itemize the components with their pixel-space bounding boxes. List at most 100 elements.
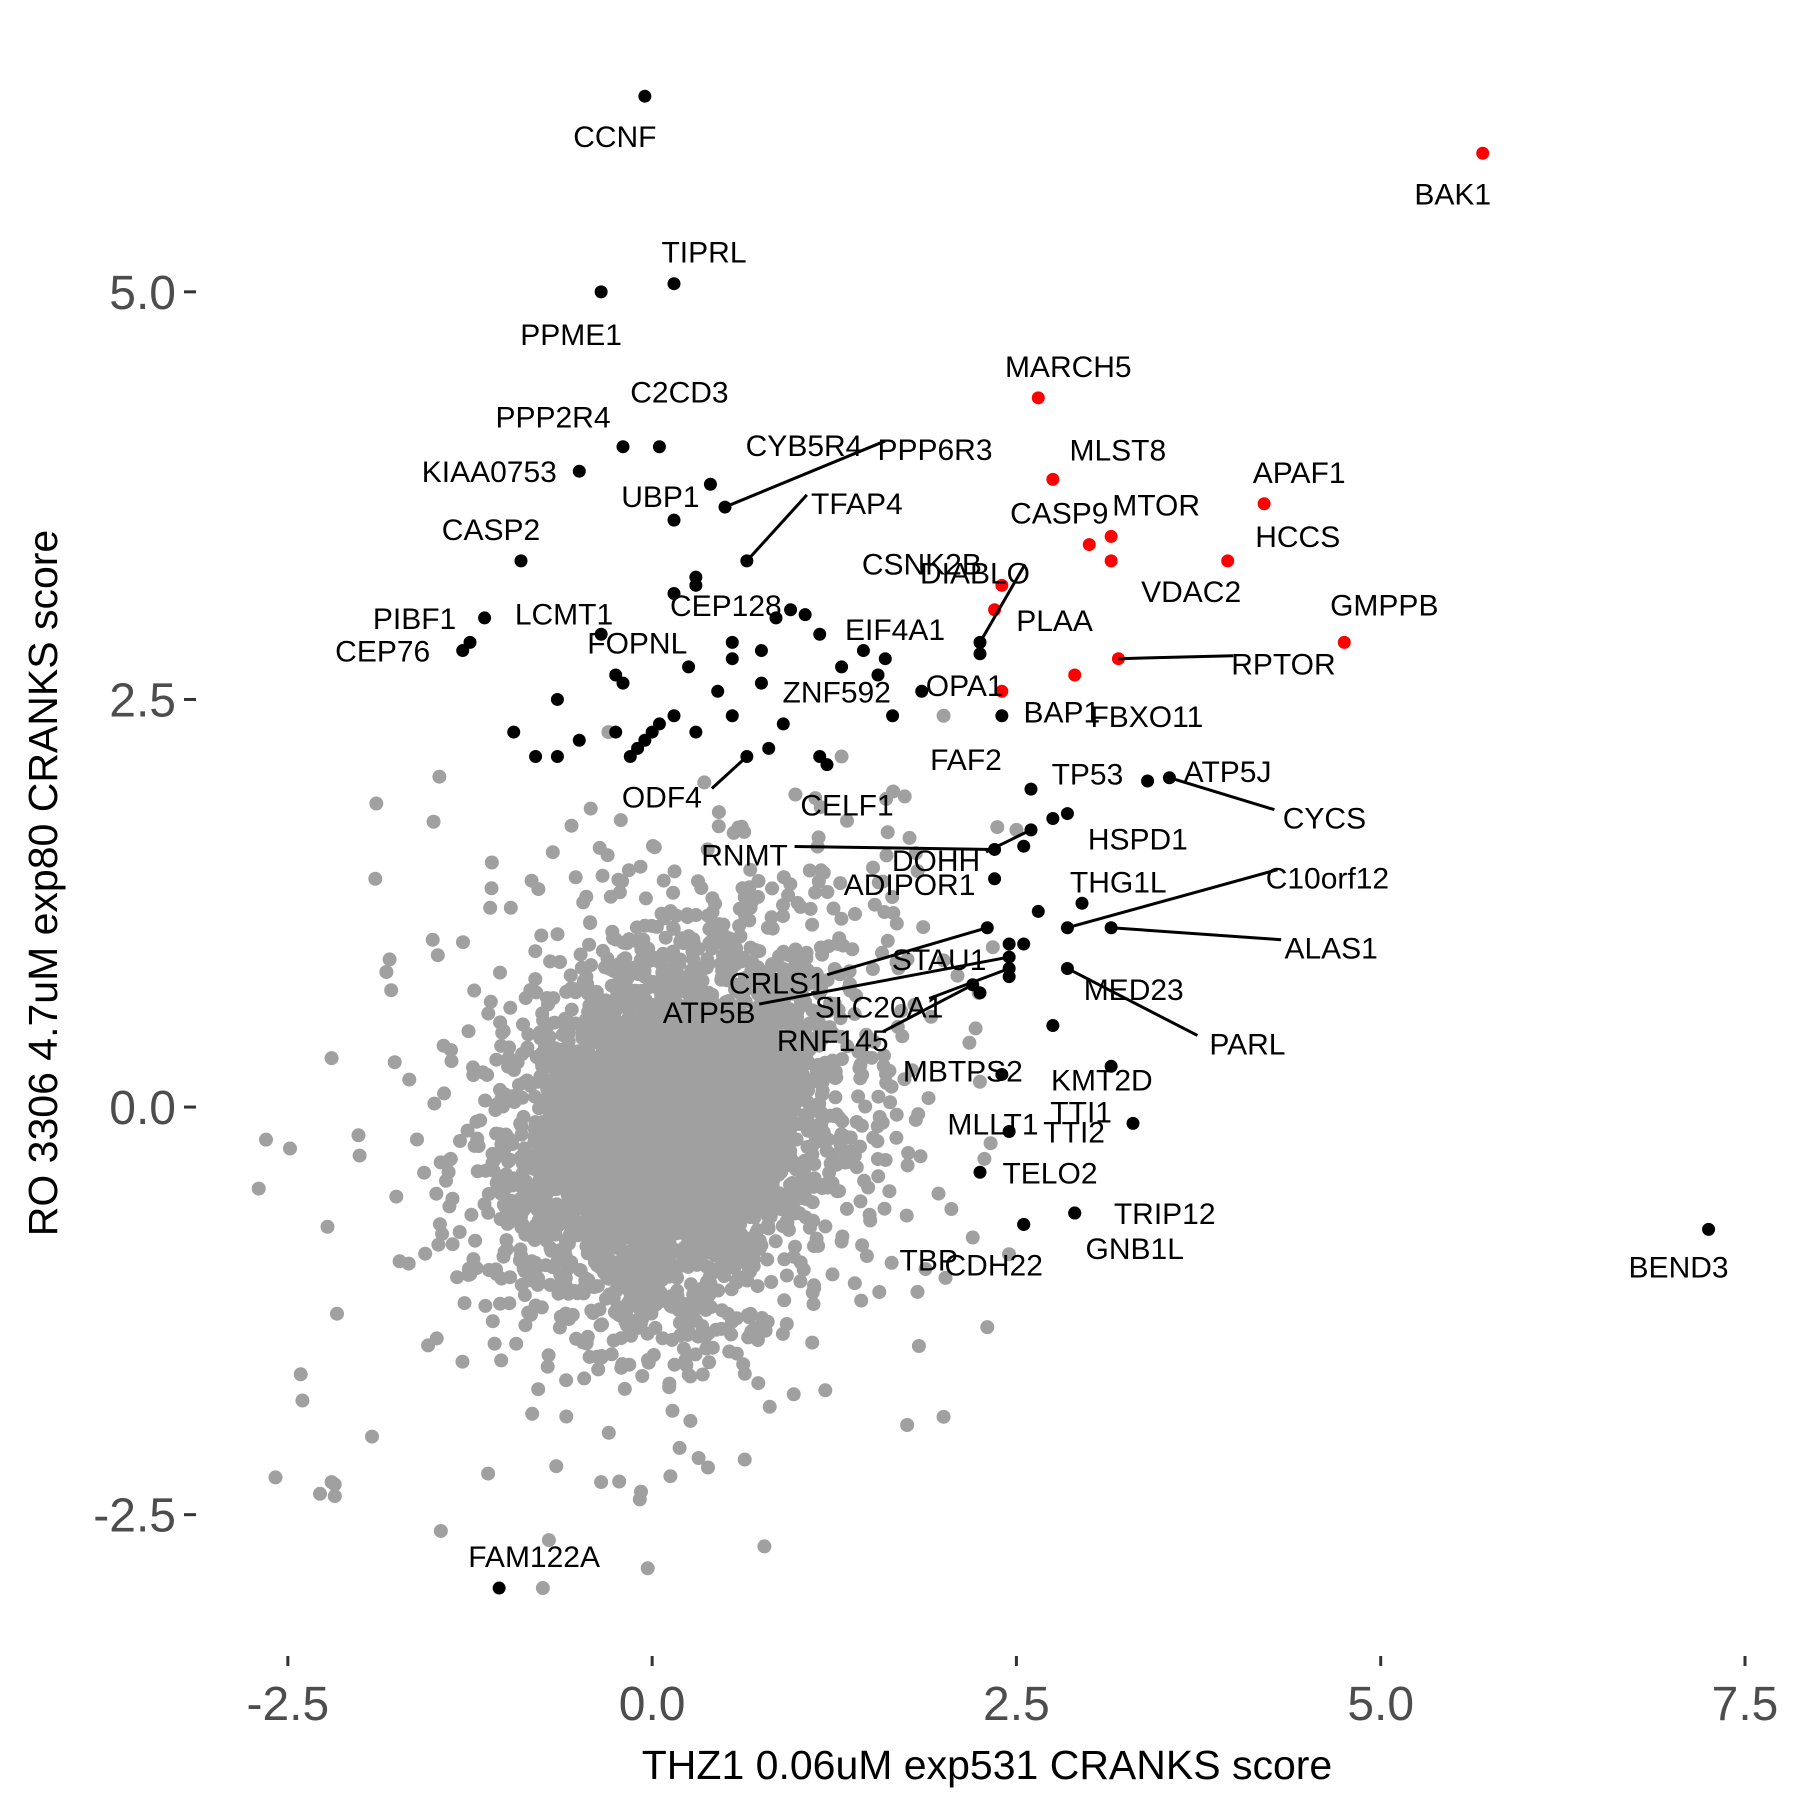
background-point	[540, 1359, 555, 1374]
background-point	[777, 1293, 792, 1308]
background-point	[871, 1089, 886, 1104]
data-point	[725, 709, 739, 723]
background-point	[565, 1145, 580, 1160]
background-point	[478, 1093, 493, 1108]
background-point	[895, 1029, 910, 1044]
background-point	[751, 984, 766, 999]
background-point	[576, 895, 591, 910]
background-point	[606, 959, 621, 974]
background-point	[547, 1015, 562, 1030]
data-point	[798, 608, 812, 622]
background-point	[529, 1261, 543, 1276]
background-point	[681, 1259, 696, 1274]
background-point	[685, 1078, 700, 1092]
background-point	[670, 983, 685, 998]
background-point	[725, 937, 740, 952]
background-point	[683, 993, 698, 1008]
background-point	[551, 1286, 566, 1301]
background-point	[870, 1152, 885, 1166]
background-point	[677, 1240, 692, 1255]
background-point	[734, 988, 749, 1002]
background-point	[437, 1086, 452, 1101]
background-point	[901, 1146, 916, 1160]
background-point	[456, 935, 470, 950]
leader-line	[1067, 868, 1278, 930]
background-point	[675, 1167, 690, 1182]
background-point	[867, 1034, 882, 1049]
background-point	[1009, 822, 1024, 837]
background-point	[713, 956, 728, 971]
point-label: BAK1	[1414, 178, 1491, 211]
background-point	[936, 953, 951, 968]
data-point-mtor	[1104, 529, 1118, 543]
background-point	[687, 1164, 702, 1179]
background-point	[429, 1186, 444, 1201]
data-point-faf2	[1024, 782, 1038, 796]
data-point	[507, 725, 521, 739]
background-point	[518, 1318, 533, 1333]
background-point	[654, 1273, 669, 1288]
data-point	[572, 733, 586, 747]
background-point	[671, 1225, 686, 1240]
background-point	[908, 1112, 923, 1127]
background-point	[691, 941, 706, 956]
background-point	[600, 848, 615, 863]
background-point	[546, 1061, 561, 1076]
background-point	[432, 769, 447, 784]
data-point-mllt1	[1126, 1116, 1140, 1130]
background-point	[848, 907, 862, 921]
background-point	[553, 955, 567, 969]
background-point	[859, 1249, 874, 1263]
background-point	[876, 1059, 891, 1073]
background-point	[626, 1160, 641, 1175]
background-point	[835, 1052, 849, 1066]
background-point	[797, 954, 812, 968]
background-point	[647, 840, 662, 855]
background-point	[608, 932, 623, 947]
background-point	[783, 877, 798, 892]
background-point	[444, 1043, 458, 1058]
point-label: MTOR	[1112, 489, 1200, 522]
background-point	[594, 1475, 609, 1490]
background-point	[551, 1179, 566, 1194]
background-point	[776, 898, 790, 913]
background-point	[636, 1114, 651, 1129]
data-point	[609, 668, 623, 682]
data-point-thg1l	[1031, 904, 1045, 918]
background-point	[768, 1234, 783, 1249]
point-label: TP53	[1052, 759, 1124, 792]
background-point	[489, 1126, 504, 1141]
data-point-bak1	[1476, 146, 1490, 160]
background-point	[807, 1037, 822, 1052]
background-point	[800, 1108, 815, 1122]
background-point	[944, 1202, 959, 1216]
background-point	[604, 1212, 619, 1227]
background-point	[541, 1348, 556, 1363]
background-point	[431, 1237, 446, 1252]
background-point	[475, 1065, 490, 1080]
data-point	[856, 644, 870, 658]
point-label: RNMT	[701, 839, 788, 872]
background-point	[667, 864, 682, 879]
background-point	[586, 1153, 601, 1168]
point-label: CYCS	[1283, 803, 1366, 836]
background-point	[737, 1023, 752, 1038]
background-point	[710, 1135, 725, 1150]
background-point	[889, 1130, 904, 1145]
background-point	[663, 1469, 678, 1484]
background-point	[666, 885, 681, 900]
background-point	[528, 944, 543, 959]
background-point	[569, 1113, 584, 1128]
background-point	[283, 1141, 297, 1156]
background-point	[724, 1282, 739, 1297]
leader-line	[882, 983, 974, 1034]
background-point	[875, 874, 890, 889]
highlighted-points	[456, 89, 1716, 1595]
background-point	[527, 1130, 542, 1144]
background-point	[457, 1296, 472, 1311]
background-point	[489, 1052, 504, 1067]
data-point	[886, 709, 900, 723]
point-label: DOHH	[892, 845, 980, 878]
data-point	[784, 603, 798, 617]
background-point	[691, 1451, 706, 1465]
